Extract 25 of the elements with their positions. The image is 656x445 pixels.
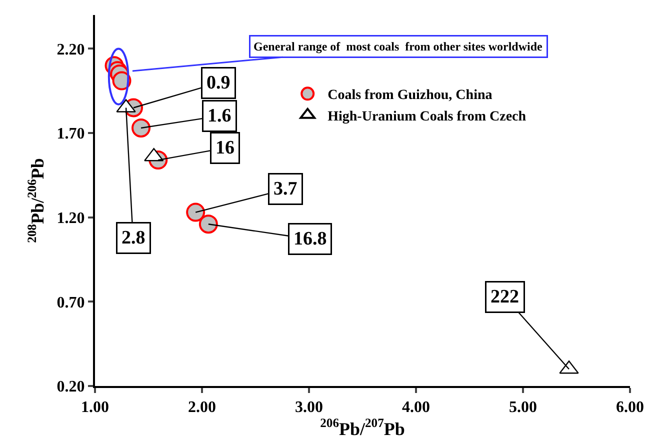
annotation: 3.7	[274, 178, 298, 200]
point	[132, 118, 151, 138]
point	[186, 202, 206, 222]
y-tick-label: 2.20	[56, 41, 85, 58]
y-tick-label: 0.70	[56, 294, 85, 312]
x-tick-label: 2.00	[188, 399, 216, 416]
annotation: 16	[216, 138, 234, 158]
x-tick-label: 3.00	[295, 399, 323, 416]
x-tick-label: 6.00	[616, 399, 644, 416]
y-tick-label: 1.20	[56, 210, 85, 227]
x-tick-label: 1.00	[81, 399, 109, 416]
point	[198, 214, 218, 234]
annotation: 16.8	[294, 228, 327, 250]
x-tick-label: 4.00	[402, 399, 430, 416]
x-axis-title: $^{206}$Pb/$^{207}$Pb	[320, 416, 405, 439]
annotation: 222	[490, 286, 519, 308]
x-tick-label: 5.00	[509, 399, 537, 416]
annotation: General range of most coals from other sites worldwide	[254, 40, 544, 54]
annotation: 2.8	[122, 228, 146, 248]
y-tick-label: 0.20	[56, 378, 85, 396]
legend-label: High-Uranium Coals from Czech	[328, 109, 526, 124]
legend-label: Coals from Guizhou, China	[328, 88, 492, 104]
annotation: 1.6	[208, 106, 232, 126]
annotation: 0.9	[206, 72, 230, 94]
y-tick-label: 1.70	[56, 126, 85, 143]
